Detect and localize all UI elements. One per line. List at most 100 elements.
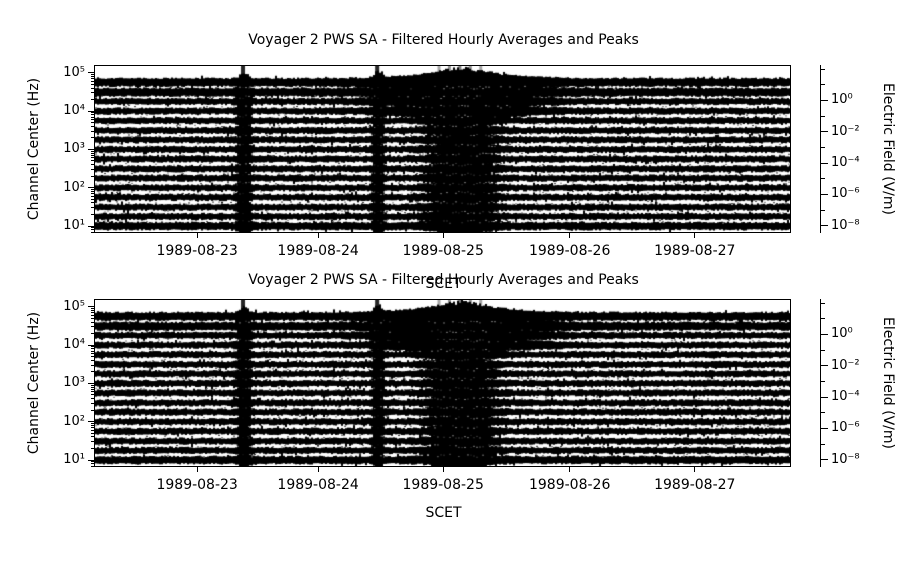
y-minor-tick [91, 388, 95, 390]
right-tick-label: 10⁻² [831, 357, 860, 373]
right-minor-tick [821, 68, 825, 70]
y-tick-label: 10⁵ [63, 64, 85, 80]
y-minor-tick [91, 371, 95, 373]
y-minor-tick [91, 356, 95, 358]
y-minor-tick [91, 364, 95, 366]
y-minor-tick [91, 195, 95, 197]
panel-bottom-title: Voyager 2 PWS SA - Filtered Hourly Avera… [248, 272, 639, 288]
right-axis-line-top [820, 65, 821, 233]
right-minor-tick [821, 380, 825, 382]
y-minor-tick [91, 398, 95, 400]
y-minor-tick [91, 229, 95, 231]
y-minor-tick [91, 198, 95, 200]
y-minor-tick [91, 214, 95, 216]
y-minor-tick [91, 384, 95, 386]
x-major-tick [442, 233, 444, 238]
y-tick-label: 10¹ [63, 218, 85, 234]
y-minor-tick [91, 463, 95, 465]
y-minor-tick [91, 436, 95, 438]
y-minor-tick [91, 321, 95, 323]
y-minor-tick [91, 83, 95, 85]
y-major-tick [88, 110, 95, 112]
y-minor-tick [91, 326, 95, 328]
y-tick-label: 10⁵ [63, 298, 85, 314]
y-minor-tick [91, 227, 95, 229]
right-tick-label: 10⁰ [831, 92, 853, 108]
x-tick-label: 1989-08-24 [277, 243, 359, 259]
y-tick-label: 10⁴ [63, 337, 85, 353]
y-minor-tick [91, 154, 95, 156]
y-tick-label: 10¹ [63, 452, 85, 468]
x-major-tick [196, 233, 198, 238]
spectrum-canvas-bottom [95, 300, 790, 466]
right-minor-tick [821, 115, 825, 117]
y-minor-tick [91, 193, 95, 195]
y-minor-tick [91, 409, 95, 411]
y-minor-tick [91, 99, 95, 101]
right-major-tick [821, 396, 828, 398]
x-major-tick [442, 467, 444, 472]
x-major-tick [196, 467, 198, 472]
y-minor-tick [91, 175, 95, 177]
x-tick-label: 1989-08-23 [156, 243, 238, 259]
y-minor-tick [91, 314, 95, 316]
right-tick-label: 10⁻² [831, 123, 860, 139]
y-minor-tick [91, 448, 95, 450]
x-tick-label: 1989-08-26 [528, 477, 611, 493]
y-major-tick [88, 306, 95, 308]
right-major-tick [821, 131, 828, 133]
y-minor-tick [91, 119, 95, 121]
right-major-tick [821, 459, 828, 461]
right-major-tick [821, 333, 828, 335]
y-minor-tick [91, 92, 95, 94]
plot-area-top [94, 65, 791, 233]
x-major-tick [694, 233, 696, 238]
right-tick-label: 10⁰ [831, 326, 853, 342]
y-minor-tick [91, 160, 95, 162]
y-minor-tick [91, 353, 95, 355]
right-minor-tick [821, 302, 825, 304]
y-minor-tick [91, 74, 95, 75]
y-minor-tick [91, 207, 95, 209]
y-minor-tick [91, 432, 95, 434]
y-tick-label: 10⁴ [63, 103, 85, 119]
right-minor-tick [821, 146, 825, 148]
y-minor-tick [91, 164, 95, 166]
y-minor-tick [91, 157, 95, 159]
x-major-tick [317, 467, 319, 472]
x-tick-label: 1989-08-26 [528, 243, 611, 259]
right-major-tick [821, 225, 828, 227]
y-minor-tick [91, 333, 95, 335]
right-major-tick [821, 193, 828, 195]
y-minor-tick [91, 190, 95, 192]
right-minor-tick [821, 318, 825, 320]
x-tick-label: 1989-08-24 [277, 477, 359, 493]
y-major-tick [88, 459, 95, 461]
y-minor-tick [91, 202, 95, 204]
y-major-tick [88, 148, 95, 150]
y-minor-tick [91, 112, 95, 114]
y-minor-tick [91, 350, 95, 352]
y-minor-tick [91, 152, 95, 154]
y-minor-tick [91, 137, 95, 139]
right-minor-tick [821, 443, 825, 445]
y-major-tick [88, 421, 95, 423]
y-minor-tick [91, 80, 95, 82]
y-minor-tick [91, 188, 95, 190]
right-tick-label: 10⁻⁴ [831, 155, 860, 171]
y-minor-tick [91, 359, 95, 361]
y-major-tick [88, 187, 95, 189]
right-tick-label: 10⁻⁶ [831, 420, 860, 436]
y-major-tick [88, 382, 95, 384]
y-minor-tick [91, 391, 95, 393]
y-minor-tick [91, 441, 95, 443]
right-minor-tick [821, 349, 825, 351]
right-minor-tick [821, 209, 825, 211]
y-minor-tick [91, 348, 95, 350]
x-tick-label: 1989-08-25 [402, 243, 484, 259]
y-minor-tick [91, 125, 95, 127]
y-minor-tick [91, 424, 95, 426]
y-minor-tick [91, 75, 95, 77]
y-minor-tick [91, 422, 95, 424]
